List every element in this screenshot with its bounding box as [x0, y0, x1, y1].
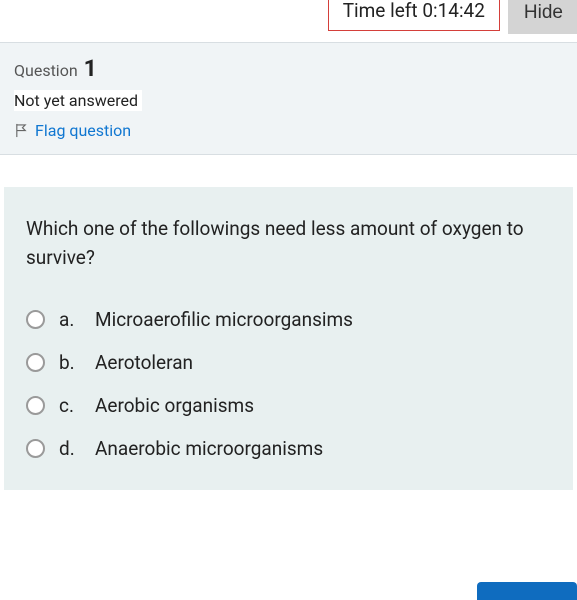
option-a[interactable]: a. Microaerofilic microorgansims	[26, 308, 551, 331]
radio-c[interactable]	[26, 396, 45, 415]
option-text: Aerotoleran	[95, 351, 193, 374]
option-letter: a.	[59, 308, 81, 331]
option-letter: c.	[59, 394, 81, 417]
option-letter: b.	[59, 351, 81, 374]
timer-bar: Time left 0:14:42 Hide	[0, 0, 577, 42]
options-list: a. Microaerofilic microorgansims b. Aero…	[26, 308, 551, 460]
radio-a[interactable]	[26, 310, 45, 329]
question-number: 1	[84, 55, 97, 82]
option-text: Aerobic organisms	[95, 394, 254, 417]
question-prefix: Question	[14, 61, 78, 80]
option-c[interactable]: c. Aerobic organisms	[26, 394, 551, 417]
flag-label: Flag question	[35, 121, 131, 140]
option-text: Anaerobic microorganisms	[95, 437, 323, 460]
option-text: Microaerofilic microorgansims	[95, 308, 353, 331]
option-d[interactable]: d. Anaerobic microorganisms	[26, 437, 551, 460]
flag-icon	[14, 123, 29, 138]
question-number-line: Question 1	[14, 55, 563, 82]
hide-button[interactable]: Hide	[508, 0, 577, 34]
question-body: Which one of the followings need less am…	[4, 187, 573, 490]
option-b[interactable]: b. Aerotoleran	[26, 351, 551, 374]
answer-status: Not yet answered	[14, 90, 142, 111]
question-header: Question 1 Not yet answered Flag questio…	[0, 42, 577, 155]
option-letter: d.	[59, 437, 81, 460]
timer-display: Time left 0:14:42	[328, 0, 500, 31]
flag-question-link[interactable]: Flag question	[14, 121, 563, 140]
question-text: Which one of the followings need less am…	[26, 215, 551, 272]
next-button[interactable]	[477, 582, 577, 600]
radio-b[interactable]	[26, 353, 45, 372]
radio-d[interactable]	[26, 439, 45, 458]
